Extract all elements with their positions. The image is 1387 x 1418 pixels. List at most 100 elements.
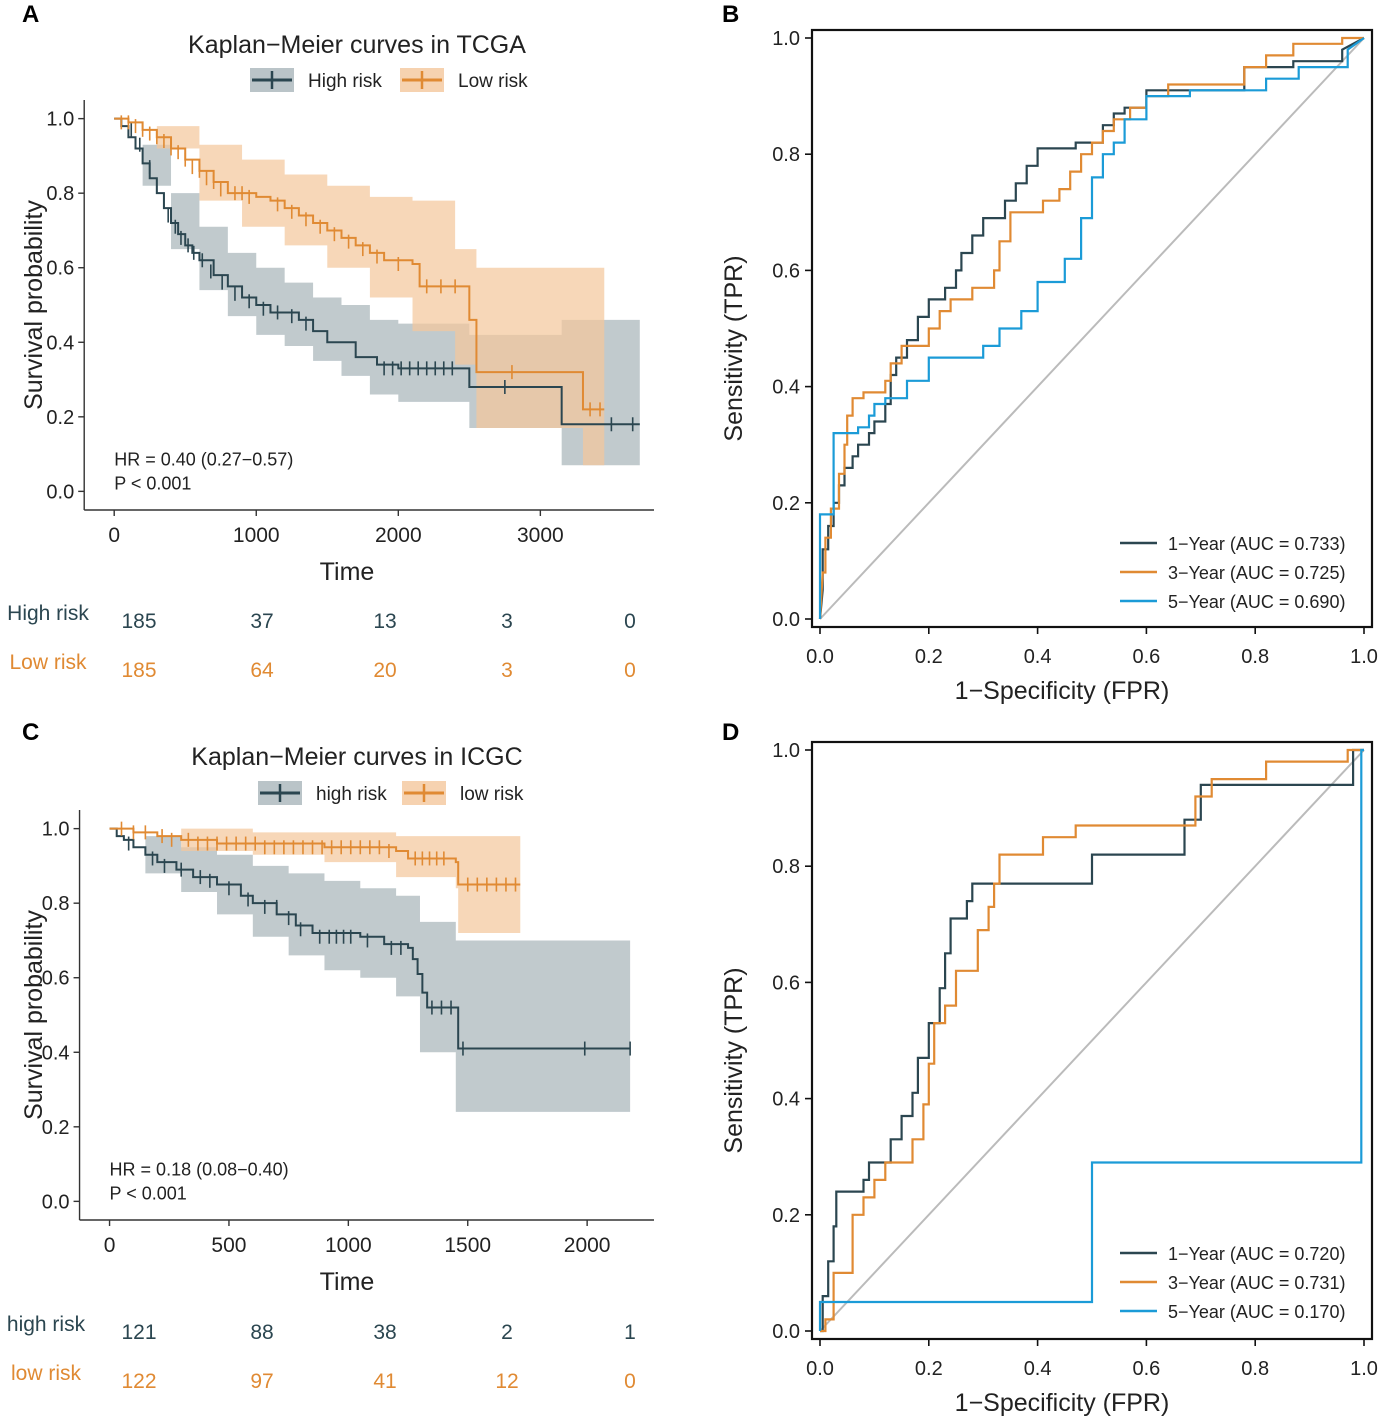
chart-title: Kaplan−Meier curves in ICGC [191, 743, 522, 771]
legend-label: 3−Year (AUC = 0.725) [1168, 563, 1345, 583]
y-tick-label: 0.0 [46, 481, 74, 503]
risk-table-cell: 3 [501, 610, 513, 633]
roc-curve [818, 748, 1364, 1331]
x-axis-label: 1−Specificity (FPR) [955, 677, 1170, 705]
panel-label-d: D [722, 719, 739, 746]
y-tick-label: 0.2 [772, 1205, 800, 1227]
survival-curve [114, 117, 640, 426]
x-axis-label: Time [320, 558, 375, 586]
diagonal-reference-line [819, 37, 1365, 620]
km-chart-icgc: Kaplan−Meier curves in ICGC high risk low … [7, 743, 654, 1393]
x-tick-label: 2000 [375, 524, 422, 547]
legend-label: 1−Year (AUC = 0.733) [1168, 534, 1345, 554]
y-axis-label: Sensitivity (TPR) [720, 967, 748, 1153]
risk-table-cell: 0 [624, 610, 636, 633]
y-tick-label: 0.4 [772, 1089, 800, 1111]
legend-label: 5−Year (AUC = 0.170) [1168, 1302, 1345, 1322]
ci-band [109, 828, 631, 1112]
legend-label: High risk [308, 71, 382, 92]
risk-table-row-label: high risk [7, 1313, 86, 1336]
x-tick-label: 0 [104, 1234, 116, 1257]
y-tick-label: 1.0 [42, 819, 70, 841]
legend-label: 1−Year (AUC = 0.720) [1168, 1244, 1345, 1264]
legend-label: 5−Year (AUC = 0.690) [1168, 592, 1345, 612]
legend-label: Low risk [458, 71, 528, 92]
survival-curve [109, 827, 631, 1050]
x-tick-label: 0.2 [915, 1358, 943, 1380]
risk-table-cell: 121 [121, 1321, 156, 1344]
y-tick-label: 0.6 [42, 968, 70, 990]
panel-label-c: C [22, 719, 39, 746]
x-tick-label: 0.8 [1241, 1358, 1269, 1380]
y-tick-label: 0.0 [772, 609, 800, 631]
roc-curve [818, 37, 1365, 619]
legend-label: 3−Year (AUC = 0.731) [1168, 1273, 1345, 1293]
hr-annotation: HR = 0.40 (0.27−0.57) [114, 450, 293, 470]
diagonal-reference-line [819, 749, 1365, 1332]
risk-table-cell: 0 [624, 659, 636, 682]
x-tick-label: 0.0 [806, 646, 834, 668]
risk-table-cell: 12 [495, 1370, 518, 1393]
legend-label: low risk [460, 784, 524, 805]
panel-label-b: B [722, 1, 739, 28]
y-tick-label: 0.2 [772, 493, 800, 515]
y-axis-label: Survival probability [20, 200, 48, 410]
x-tick-label: 1.0 [1350, 646, 1378, 668]
y-axis-label: Sensitivity (TPR) [720, 255, 748, 441]
y-tick-label: 0.6 [772, 972, 800, 994]
risk-table-cell: 0 [624, 1370, 636, 1393]
risk-table-cell: 122 [121, 1370, 156, 1393]
risk-table-cell: 13 [373, 610, 396, 633]
roc-chart-tcga: 0.0 0.2 0.4 0.6 0.8 1.0 0.0 0.2 0.4 0.6 0.8 1.0 1−Sp… [720, 28, 1378, 705]
x-tick-label: 0.4 [1024, 646, 1052, 668]
y-tick-label: 0.0 [42, 1191, 70, 1213]
chart-title: Kaplan−Meier curves in TCGA [188, 31, 526, 59]
x-tick-label: 1500 [444, 1234, 491, 1257]
y-tick-label: 0.8 [46, 183, 74, 205]
y-tick-label: 0.2 [42, 1117, 70, 1139]
km-chart-tcga: Kaplan−Meier curves in TCGA High risk Low … [7, 31, 654, 682]
y-tick-label: 0.4 [42, 1042, 70, 1064]
y-tick-label: 0.4 [772, 377, 800, 399]
risk-table-cell: 1 [624, 1321, 636, 1344]
risk-table-row-label: low risk [11, 1362, 82, 1385]
roc-curve [820, 748, 1364, 1333]
risk-table-cell: 38 [373, 1321, 396, 1344]
roc-chart-icgc: 0.0 0.2 0.4 0.6 0.8 1.0 0.0 0.2 0.4 0.6 0.8 1.0 1−Sp… [720, 740, 1378, 1417]
x-tick-label: 0.2 [915, 646, 943, 668]
risk-table-cell: 88 [250, 1321, 273, 1344]
y-tick-label: 0.2 [46, 407, 74, 429]
y-tick-label: 0.8 [42, 893, 70, 915]
risk-table-cell: 37 [250, 610, 273, 633]
risk-table-cell: 20 [373, 659, 396, 682]
x-tick-label: 0.0 [806, 1358, 834, 1380]
y-axis-label: Survival probability [20, 910, 48, 1120]
risk-table-cell: 97 [250, 1370, 273, 1393]
p-annotation: P < 0.001 [114, 473, 191, 493]
hr-annotation: HR = 0.18 (0.08−0.40) [110, 1160, 289, 1180]
risk-table-cell: 41 [373, 1370, 396, 1393]
x-tick-label: 0.4 [1024, 1358, 1052, 1380]
y-tick-label: 1.0 [46, 109, 74, 131]
risk-table-cell: 64 [250, 659, 274, 682]
y-tick-label: 0.8 [772, 144, 800, 166]
x-axis-label: Time [320, 1268, 375, 1296]
risk-table-row-label: High risk [7, 602, 89, 625]
risk-table-cell: 2 [501, 1321, 513, 1344]
x-tick-label: 500 [211, 1234, 246, 1257]
y-tick-label: 0.8 [772, 856, 800, 878]
x-tick-label: 1.0 [1350, 1358, 1378, 1380]
y-tick-label: 0.0 [772, 1321, 800, 1343]
y-tick-label: 1.0 [772, 28, 800, 50]
risk-table-row-label: Low risk [9, 651, 87, 674]
y-tick-label: 0.6 [772, 260, 800, 282]
ci-band [109, 828, 521, 933]
x-tick-label: 1000 [325, 1234, 372, 1257]
ci-band [114, 118, 605, 466]
y-tick-label: 0.4 [46, 332, 74, 354]
plot-frame [810, 740, 1374, 1341]
x-tick-label: 0.6 [1132, 646, 1160, 668]
risk-table-cell: 185 [121, 610, 156, 633]
x-tick-label: 2000 [564, 1234, 611, 1257]
